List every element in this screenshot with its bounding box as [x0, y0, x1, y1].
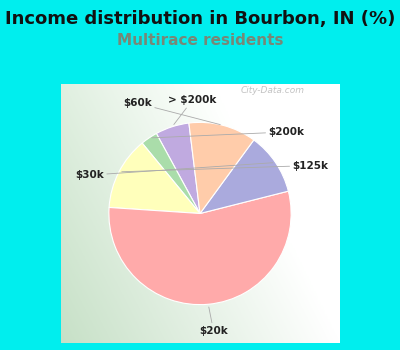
- Text: City-Data.com: City-Data.com: [240, 86, 304, 95]
- Text: $20k: $20k: [199, 307, 228, 336]
- Text: $200k: $200k: [152, 127, 304, 138]
- Wedge shape: [200, 140, 288, 214]
- Wedge shape: [109, 143, 200, 214]
- Text: $30k: $30k: [75, 163, 273, 180]
- Text: > $200k: > $200k: [168, 95, 216, 125]
- Wedge shape: [142, 133, 200, 214]
- Text: Income distribution in Bourbon, IN (%): Income distribution in Bourbon, IN (%): [5, 10, 395, 28]
- Wedge shape: [109, 191, 291, 304]
- Text: Multirace residents: Multirace residents: [117, 33, 283, 48]
- Wedge shape: [189, 122, 254, 214]
- Wedge shape: [156, 123, 200, 214]
- Text: $125k: $125k: [122, 161, 328, 172]
- Text: $60k: $60k: [123, 98, 220, 125]
